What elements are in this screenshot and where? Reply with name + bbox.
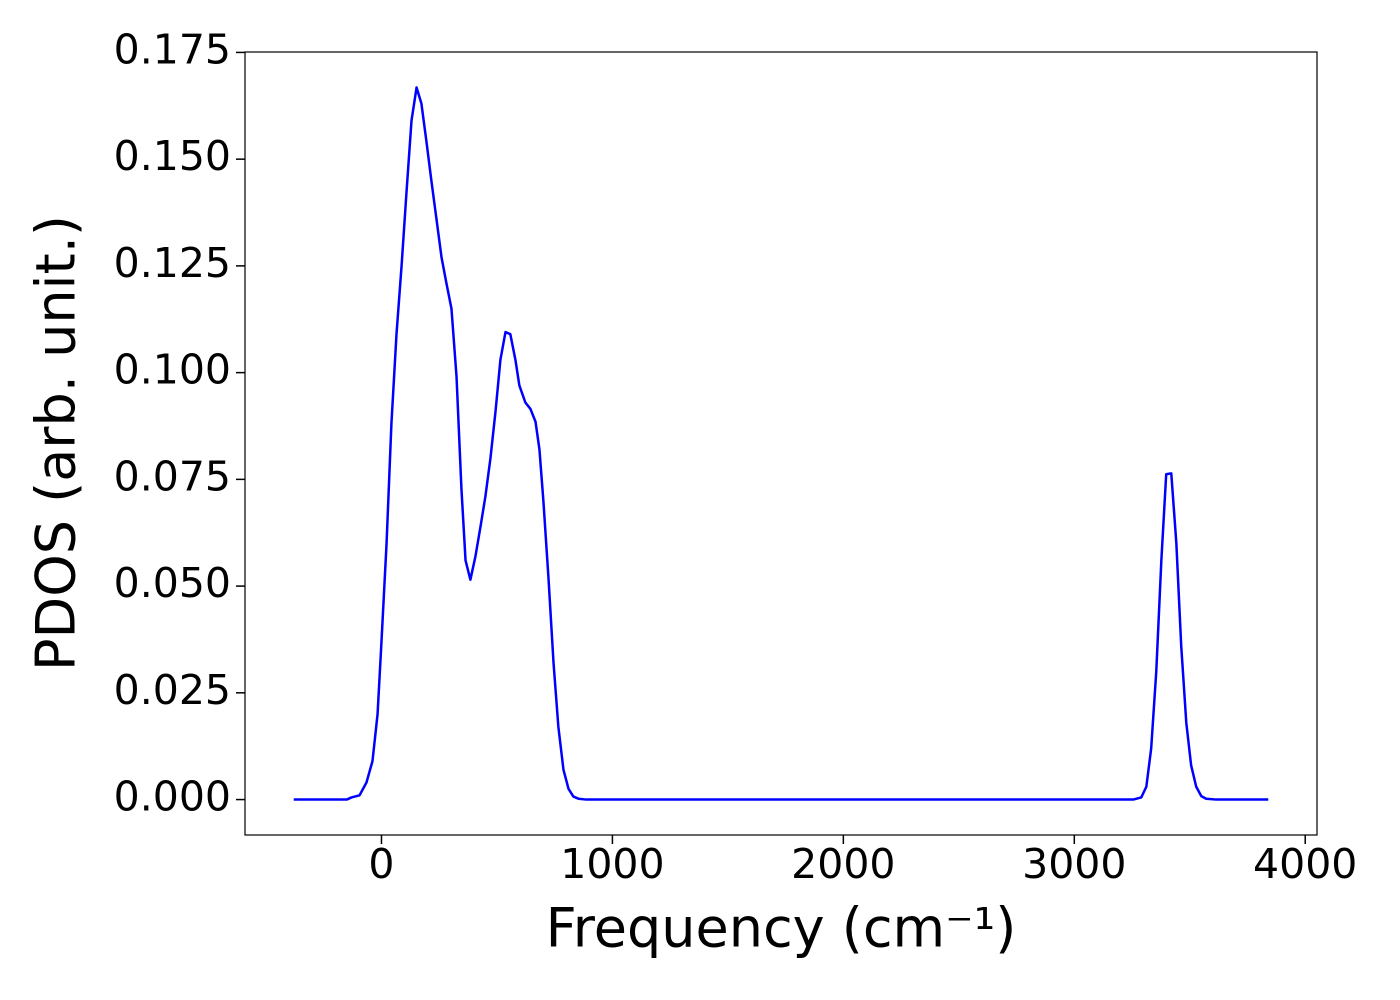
y-tick-label: 0.150 xyxy=(114,132,231,180)
x-tick-label: 0 xyxy=(368,840,394,888)
y-tick-label: 0.025 xyxy=(114,666,231,714)
y-tick-label: 0.125 xyxy=(114,239,231,287)
y-tick-label: 0.075 xyxy=(114,452,231,500)
x-tick-label: 2000 xyxy=(791,840,895,888)
y-tick-label: 0.050 xyxy=(114,559,231,607)
y-tick-label: 0.175 xyxy=(114,25,231,73)
data-line xyxy=(293,86,1269,801)
x-tick-label: 4000 xyxy=(1253,840,1357,888)
x-tick-label: 3000 xyxy=(1022,840,1126,888)
x-axis-label: Frequency (cm⁻¹) xyxy=(546,897,1017,960)
plot-frame xyxy=(244,51,1318,836)
y-axis-label: PDOS (arb. unit.) xyxy=(25,215,88,671)
y-tick-label: 0.100 xyxy=(114,346,231,394)
x-tick-label: 1000 xyxy=(560,840,664,888)
y-tick-label: 0.000 xyxy=(114,773,231,821)
